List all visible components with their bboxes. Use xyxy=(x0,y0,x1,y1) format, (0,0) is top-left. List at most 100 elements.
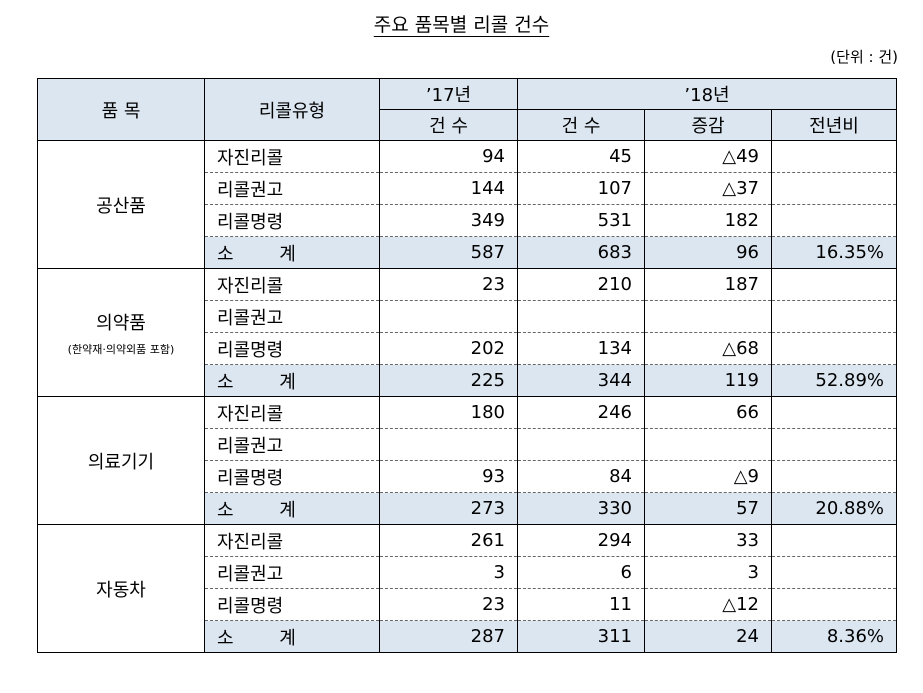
count-2017-cell: 3 xyxy=(379,556,518,589)
count-2018-cell: 311 xyxy=(517,620,645,653)
table-row: 리콜명령 202 134 △68 xyxy=(38,332,898,365)
change-cell: △12 xyxy=(644,588,772,621)
count-2017-cell xyxy=(379,300,518,333)
count-2017-cell: 180 xyxy=(379,396,518,429)
change-cell: 57 xyxy=(644,492,772,525)
recall-type-cell: 리콜권고 xyxy=(204,172,380,205)
ratio-cell xyxy=(770,460,898,493)
ratio-cell: 16.35% xyxy=(770,236,898,269)
unit-note: (단위 : 건) xyxy=(830,48,898,66)
recall-type-cell: 자진리콜 xyxy=(204,140,380,173)
recall-type-cell: 자진리콜 xyxy=(204,396,380,429)
table-body: 공산품 자진리콜 94 45 △49 리콜권고 144 107 △37 리콜명령 349 531 182… xyxy=(37,140,898,653)
table-row: 의약품 (한약재·의약외품 포함) 자진리콜 23 210 187 xyxy=(37,268,898,397)
count-2017-cell: 144 xyxy=(379,172,518,205)
header-2017: ’17년 xyxy=(379,78,518,110)
change-cell xyxy=(644,428,772,461)
recall-type-cell: 리콜명령 xyxy=(204,460,380,493)
ratio-cell: 20.88% xyxy=(770,492,898,525)
count-2018-cell: 344 xyxy=(517,364,645,397)
change-cell xyxy=(644,300,772,333)
count-2018-cell: 246 xyxy=(517,396,645,429)
table-row: 리콜권고 144 107 △37 xyxy=(38,172,898,205)
change-cell: 119 xyxy=(644,364,772,397)
ratio-cell xyxy=(770,588,898,621)
ratio-cell xyxy=(770,396,898,429)
category-name: 의료기기 xyxy=(87,451,155,473)
recall-type-cell: 리콜권고 xyxy=(204,556,380,589)
count-2017-cell: 23 xyxy=(379,588,518,621)
category-cell: 의약품 (한약재·의약외품 포함) xyxy=(37,268,205,397)
table-row: 리콜권고 xyxy=(38,428,898,461)
change-cell: △49 xyxy=(644,140,772,173)
recall-type-cell: 소 계 xyxy=(204,364,380,397)
change-cell: △68 xyxy=(644,332,772,365)
ratio-cell xyxy=(770,524,898,557)
ratio-cell xyxy=(770,300,898,333)
ratio-cell xyxy=(770,332,898,365)
table-row: 리콜명령 349 531 182 xyxy=(38,204,898,237)
header-count-2018: 건 수 xyxy=(517,109,645,141)
header-type: 리콜유형 xyxy=(204,78,380,141)
ratio-cell xyxy=(770,268,898,301)
count-2018-cell: 683 xyxy=(517,236,645,269)
count-2018-cell: 294 xyxy=(517,524,645,557)
count-2018-cell: 330 xyxy=(517,492,645,525)
document-title: 주요 품목별 리콜 건수 xyxy=(373,14,550,36)
header-change: 증감 xyxy=(644,109,772,141)
count-2018-cell: 11 xyxy=(517,588,645,621)
category-note: (한약재·의약외품 포함) xyxy=(67,342,175,356)
recall-type-cell: 자진리콜 xyxy=(204,268,380,301)
count-2018-cell: 84 xyxy=(517,460,645,493)
count-2018-cell: 531 xyxy=(517,204,645,237)
table-row: 리콜명령 23 11 △12 xyxy=(38,588,898,621)
table-row: 리콜권고 xyxy=(38,300,898,333)
change-cell: △9 xyxy=(644,460,772,493)
header-count-2017: 건 수 xyxy=(379,109,518,141)
count-2017-cell: 261 xyxy=(379,524,518,557)
count-2017-cell: 93 xyxy=(379,460,518,493)
header-ratio: 전년비 xyxy=(770,109,898,141)
ratio-cell: 8.36% xyxy=(770,620,898,653)
table-row: 리콜권고 3 6 3 xyxy=(38,556,898,589)
change-cell: 96 xyxy=(644,236,772,269)
count-2017-cell: 225 xyxy=(379,364,518,397)
subtotal-row: 소 계 273 330 57 20.88% xyxy=(38,492,898,525)
header-2018: ’18년 xyxy=(516,78,898,110)
count-2017-cell: 23 xyxy=(379,268,518,301)
category-name: 자동차 xyxy=(96,579,146,601)
ratio-cell xyxy=(770,140,898,173)
recall-type-cell: 자진리콜 xyxy=(204,524,380,557)
change-cell: 24 xyxy=(644,620,772,653)
ratio-cell xyxy=(770,428,898,461)
change-cell: △37 xyxy=(644,172,772,205)
subtotal-row: 소 계 225 344 119 52.89% xyxy=(38,364,898,397)
change-cell: 182 xyxy=(644,204,772,237)
recall-type-cell: 리콜명령 xyxy=(204,332,380,365)
subtotal-row: 소 계 287 311 24 8.36% xyxy=(38,620,898,653)
recall-type-cell: 소 계 xyxy=(204,236,380,269)
count-2017-cell: 587 xyxy=(379,236,518,269)
count-2017-cell: 349 xyxy=(379,204,518,237)
category-cell: 자동차 xyxy=(37,524,205,653)
subtotal-row: 소 계 587 683 96 16.35% xyxy=(38,236,898,269)
header-item: 품 목 xyxy=(37,78,205,141)
ratio-cell xyxy=(770,204,898,237)
category-cell: 의료기기 xyxy=(37,396,205,525)
category-name: 공산품 xyxy=(96,195,146,217)
count-2017-cell: 273 xyxy=(379,492,518,525)
count-2018-cell xyxy=(517,428,645,461)
count-2017-cell: 287 xyxy=(379,620,518,653)
recall-type-cell: 리콜권고 xyxy=(204,300,380,333)
ratio-cell xyxy=(770,172,898,205)
count-2017-cell: 94 xyxy=(379,140,518,173)
table-row: 리콜명령 93 84 △9 xyxy=(38,460,898,493)
change-cell: 66 xyxy=(644,396,772,429)
ratio-cell: 52.89% xyxy=(770,364,898,397)
ratio-cell xyxy=(770,556,898,589)
change-cell: 187 xyxy=(644,268,772,301)
table-row: 의료기기 자진리콜 180 246 66 xyxy=(37,396,898,525)
recall-type-cell: 리콜명령 xyxy=(204,588,380,621)
table-row: 자동차 자진리콜 261 294 33 xyxy=(37,524,898,653)
